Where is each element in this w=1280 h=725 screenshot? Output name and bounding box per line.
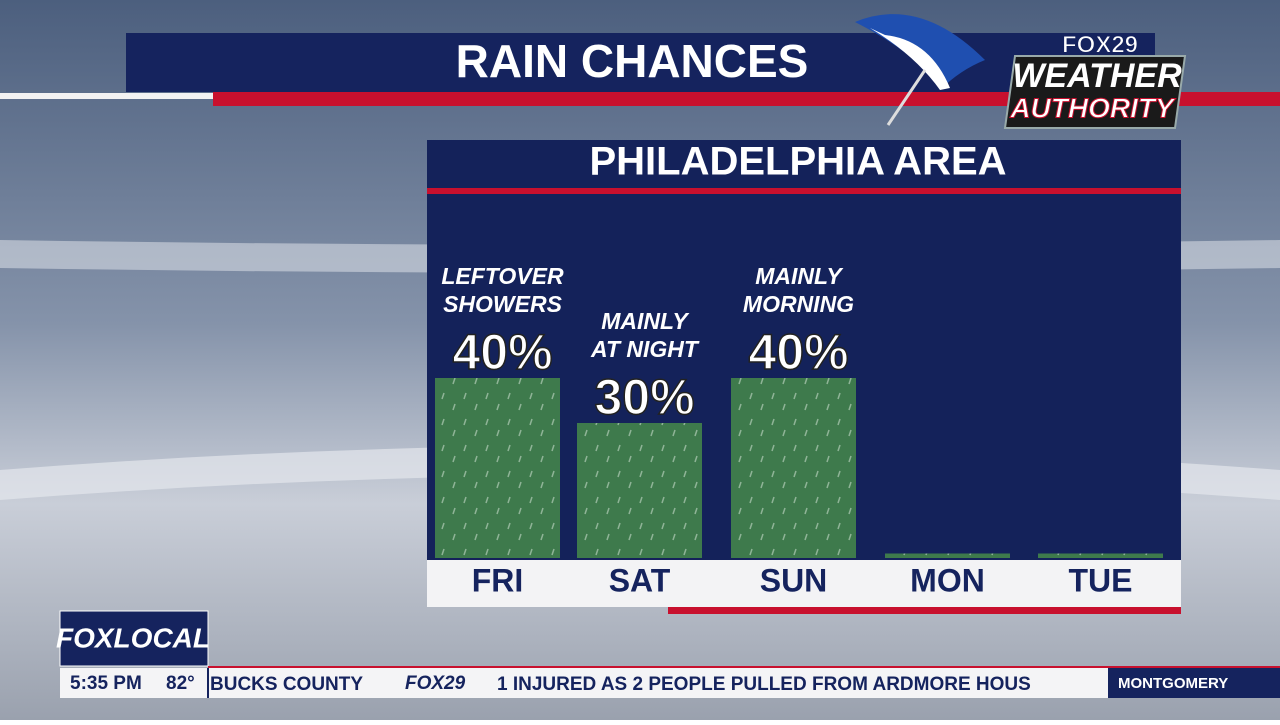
chart-title: PHILADELPHIA AREA — [589, 140, 1006, 184]
x-tick-label: TUE — [1069, 562, 1133, 598]
header-bar — [126, 33, 1155, 92]
header-white-line — [0, 93, 213, 99]
annotation: LEFTOVER — [441, 263, 564, 289]
annotation: MAINLY — [755, 263, 844, 289]
bar-texture — [435, 378, 560, 558]
logo: FOX29 WEATHER AUTHORITY — [1003, 31, 1187, 129]
time: 5:35 PM — [70, 673, 142, 694]
bar-texture — [577, 423, 702, 558]
x-tick-label: SUN — [760, 562, 828, 598]
ticker-item: FOX29 — [405, 673, 466, 694]
annotation: SHOWERS — [443, 291, 563, 317]
station-box — [59, 610, 209, 667]
x-tick-label: MON — [910, 562, 985, 598]
logo-brand: FOX29 — [1062, 31, 1138, 58]
bar-texture — [1038, 553, 1163, 558]
value-label: 40% — [452, 324, 552, 380]
value-label: 40% — [748, 324, 848, 380]
value-label: 30% — [594, 369, 694, 425]
ticker-next: MONTGOMERY — [1118, 675, 1228, 692]
umbrella-icon — [855, 14, 985, 126]
annotation: AT NIGHT — [590, 336, 700, 362]
temperature: 82° — [166, 673, 195, 694]
header-title: RAIN CHANCES — [456, 35, 809, 87]
ticker-bar — [60, 668, 1280, 698]
ticker-item: BUCKS COUNTY — [210, 674, 363, 695]
ticker-item: 1 INJURED AS 2 PEOPLE PULLED FROM ARDMOR… — [497, 674, 1031, 695]
bar-texture — [731, 378, 856, 558]
ticker-red-line — [208, 666, 1280, 668]
ticker-next-box — [1108, 668, 1280, 698]
logo-line1: WEATHER — [1012, 57, 1182, 95]
annotation: MAINLY — [601, 308, 690, 334]
logo-line2: AUTHORITY — [1009, 92, 1176, 123]
title-red-line — [427, 188, 1181, 194]
strip-red-line — [668, 607, 1181, 614]
annotation: MORNING — [743, 291, 854, 317]
station-name: FOXLOCAL — [56, 622, 210, 653]
bar-texture — [885, 553, 1010, 558]
x-tick-label: SAT — [609, 562, 671, 598]
category-strip — [427, 560, 1181, 607]
x-tick-label: FRI — [472, 562, 524, 598]
